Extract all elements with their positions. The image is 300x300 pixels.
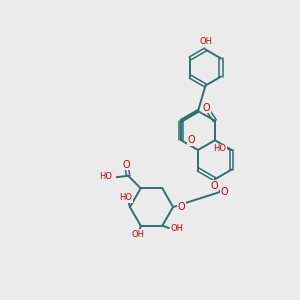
Text: HO: HO [213, 144, 226, 153]
Text: HO: HO [100, 172, 112, 181]
Text: OH: OH [171, 224, 184, 233]
Text: O: O [187, 135, 195, 145]
Text: O: O [220, 187, 228, 197]
Text: O: O [178, 202, 185, 212]
Text: OH: OH [131, 230, 144, 238]
Text: OH: OH [199, 37, 212, 46]
Text: O: O [211, 181, 218, 191]
Text: O: O [203, 103, 210, 112]
Text: O: O [123, 160, 130, 170]
Text: HO: HO [119, 194, 132, 202]
